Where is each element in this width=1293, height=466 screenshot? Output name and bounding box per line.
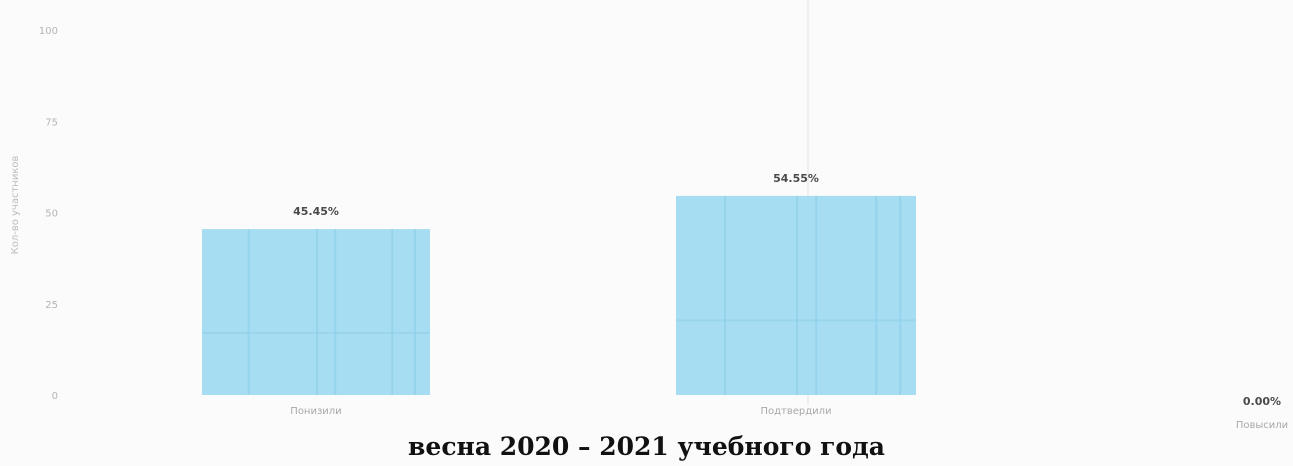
bars: [202, 195, 916, 395]
y-axis: 0 25 50 75 100: [39, 26, 58, 402]
y-tick-label: 75: [45, 117, 58, 128]
bar: [202, 229, 430, 395]
data-label: 0.00%: [1243, 395, 1281, 408]
category-label: Подтвердили: [760, 406, 831, 417]
y-tick-label: 25: [45, 300, 58, 311]
data-label: 45.45%: [293, 205, 339, 218]
category-label: Повысили: [1236, 420, 1288, 431]
y-tick-label: 0: [52, 391, 58, 402]
bar: [676, 195, 916, 395]
y-axis-label: Кол-во участников: [10, 156, 21, 255]
y-tick-label: 50: [45, 209, 58, 220]
chart-caption: весна 2020 – 2021 учебного года: [408, 432, 885, 461]
category-label: Понизили: [290, 406, 341, 417]
y-tick-label: 100: [39, 26, 58, 37]
data-label: 54.55%: [773, 172, 819, 185]
data-labels: 45.45% 54.55% 0.00%: [293, 172, 1281, 408]
x-axis: Понизили Подтвердили Повысили: [290, 406, 1288, 431]
